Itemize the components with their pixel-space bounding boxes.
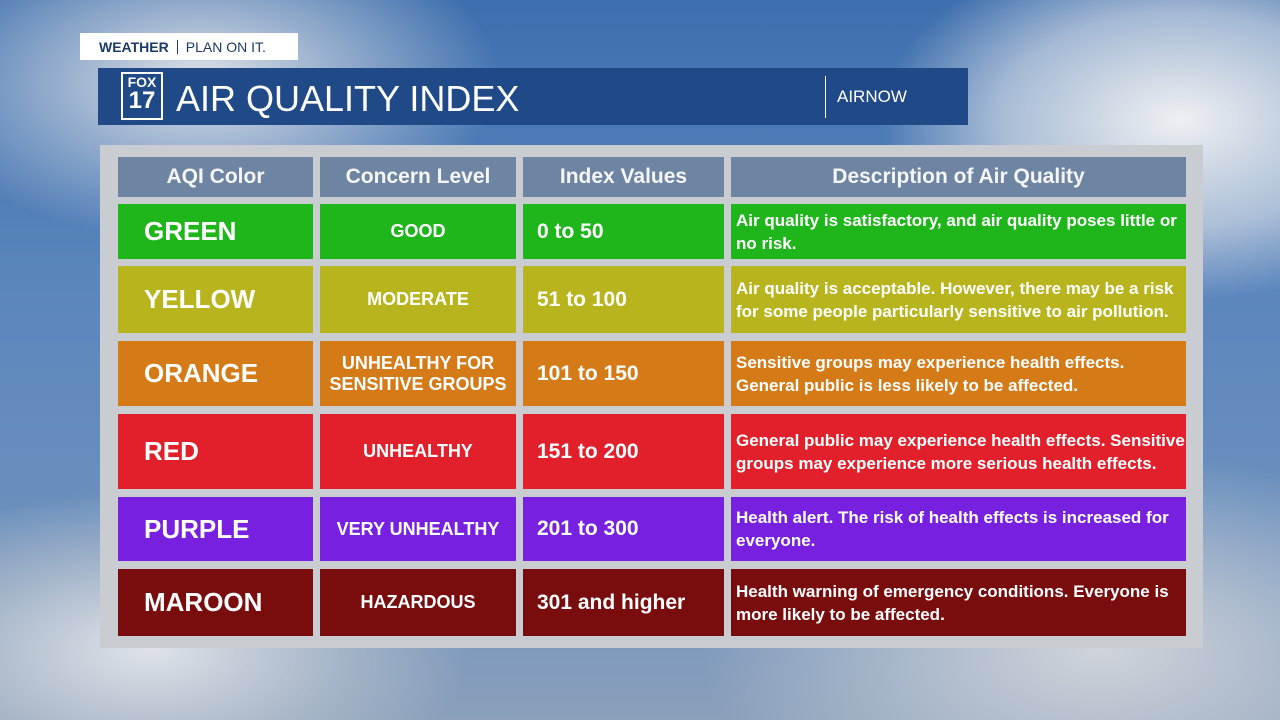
title: AIR QUALITY INDEX xyxy=(176,78,520,119)
concern: UNHEALTHY FOR SENSITIVE GROUPS xyxy=(320,341,516,406)
logo-bottom: 17 xyxy=(128,87,156,114)
title-bar xyxy=(98,68,968,125)
description: Sensitive groups may experience health e… xyxy=(731,341,1186,406)
tag: WEATHER xyxy=(99,38,169,55)
logo-top: FOX xyxy=(127,74,157,90)
concern: HAZARDOUS xyxy=(320,569,516,636)
color-name: MAROON xyxy=(118,569,313,636)
column-header: AQI Color xyxy=(118,157,313,197)
column-header: Description of Air Quality xyxy=(731,157,1186,197)
index: 101 to 150 xyxy=(523,341,724,406)
index: 0 to 50 xyxy=(523,204,724,259)
tagline: PLAN ON IT. xyxy=(185,38,266,55)
description: Health alert. The risk of health effects… xyxy=(731,497,1186,561)
column-header: Index Values xyxy=(523,157,724,197)
concern: GOOD xyxy=(320,204,516,259)
index: 301 and higher xyxy=(523,569,724,636)
concern: MODERATE xyxy=(320,266,516,333)
index: 201 to 300 xyxy=(523,497,724,561)
color-name: GREEN xyxy=(118,204,313,259)
index: 151 to 200 xyxy=(523,414,724,489)
description: Health warning of emergency conditions. … xyxy=(731,569,1186,636)
description: Air quality is acceptable. However, ther… xyxy=(731,266,1186,333)
table: AQI Color Concern Level Index Values Descri… xyxy=(100,145,1203,648)
source: AIRNOW xyxy=(825,76,907,118)
index: 51 to 100 xyxy=(523,266,724,333)
description: Air quality is satisfactory, and air qua… xyxy=(731,204,1186,259)
description: General public may experience health eff… xyxy=(731,414,1186,489)
concern: UNHEALTHY xyxy=(320,414,516,489)
color-name: YELLOW xyxy=(118,266,313,333)
color-name: RED xyxy=(118,414,313,489)
weather-tag: WEATHER PLAN ON IT. xyxy=(80,33,298,60)
color-name: PURPLE xyxy=(118,497,313,561)
logo: FOX 17 xyxy=(121,72,163,120)
color-name: ORANGE xyxy=(118,341,313,406)
concern: VERY UNHEALTHY xyxy=(320,497,516,561)
column-header: Concern Level xyxy=(320,157,516,197)
